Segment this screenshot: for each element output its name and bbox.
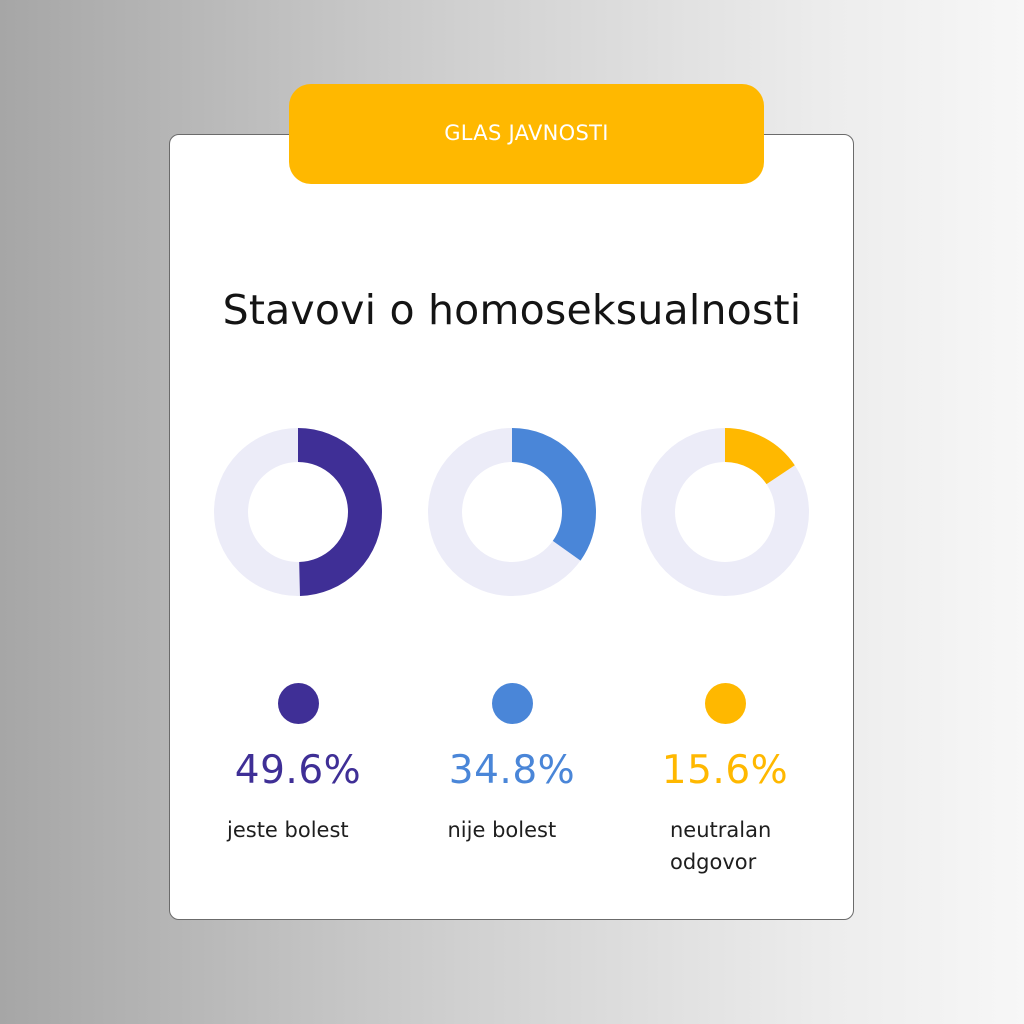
legend-dot-neutralan-odgovor bbox=[705, 683, 746, 724]
donut-neutralan-odgovor bbox=[641, 428, 809, 596]
infographic-card bbox=[169, 134, 854, 920]
donut-segment-nije-bolest bbox=[428, 428, 596, 596]
chart-title: Stavovi o homoseksualnosti bbox=[222, 286, 802, 334]
data-label-jeste-bolest: 49.6% bbox=[234, 748, 362, 793]
donut-nije-bolest bbox=[428, 428, 596, 596]
donut-jeste-bolest bbox=[214, 428, 382, 596]
donut-segment-jeste-bolest bbox=[214, 428, 382, 596]
donut-segment-neutralan-odgovor bbox=[641, 428, 809, 596]
category-badge: GLAS JAVNOSTI bbox=[289, 84, 764, 184]
category-label-neutralan-odgovor: neutralan odgovor bbox=[670, 818, 772, 874]
category-label-nije-bolest: nije bolest bbox=[447, 818, 557, 842]
data-label-nije-bolest: 34.8% bbox=[448, 748, 576, 793]
legend-dot-jeste-bolest bbox=[278, 683, 319, 724]
category-badge-label: GLAS JAVNOSTI bbox=[444, 121, 609, 145]
legend-dot-nije-bolest bbox=[492, 683, 533, 724]
data-label-neutralan-odgovor: 15.6% bbox=[661, 748, 789, 793]
category-label-jeste-bolest: jeste bolest bbox=[227, 818, 349, 842]
